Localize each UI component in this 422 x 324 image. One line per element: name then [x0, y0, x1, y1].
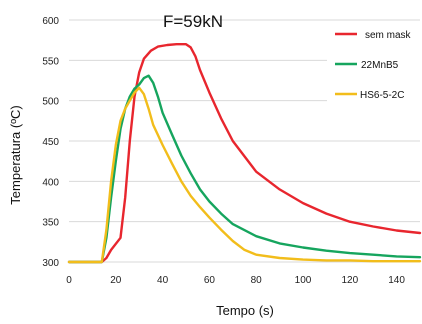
legend: sem mask 22MnB5 HS6-5-2C — [327, 23, 422, 103]
y-tick-labels: 300 350 400 450 500 550 600 — [42, 16, 59, 269]
series-line-2 — [67, 86, 422, 264]
y-tick-label: 600 — [42, 16, 59, 27]
chart-title: F=59kN — [163, 12, 223, 31]
y-tick-label: 300 — [42, 258, 59, 269]
x-tick-labels: 0 20 40 60 80 100 120 140 — [66, 275, 405, 286]
x-tick-label: 60 — [204, 275, 216, 286]
y-tick-label: 550 — [42, 56, 59, 67]
x-tick-label: 40 — [157, 275, 169, 286]
y-axis-label: Temperatura (ºC) — [8, 105, 23, 204]
series-line-1 — [67, 74, 422, 264]
y-tick-label: 400 — [42, 177, 59, 188]
x-axis-label: Tempo (s) — [216, 303, 274, 318]
y-tick-label: 350 — [42, 218, 59, 229]
y-tick-label: 500 — [42, 97, 59, 108]
legend-label-22mnb5: 22MnB5 — [361, 60, 399, 71]
series-line-0 — [67, 43, 422, 264]
x-tick-label: 20 — [110, 275, 122, 286]
legend-label-sem-mask: sem mask — [365, 30, 412, 41]
x-tick-label: 120 — [341, 275, 358, 286]
legend-label-hs6-5-2c: HS6-5-2C — [360, 90, 404, 101]
x-tick-label: 0 — [66, 275, 72, 286]
x-tick-label: 100 — [295, 275, 312, 286]
x-tick-label: 80 — [251, 275, 263, 286]
series-lines — [67, 43, 422, 264]
y-tick-label: 450 — [42, 137, 59, 148]
x-tick-label: 140 — [388, 275, 405, 286]
